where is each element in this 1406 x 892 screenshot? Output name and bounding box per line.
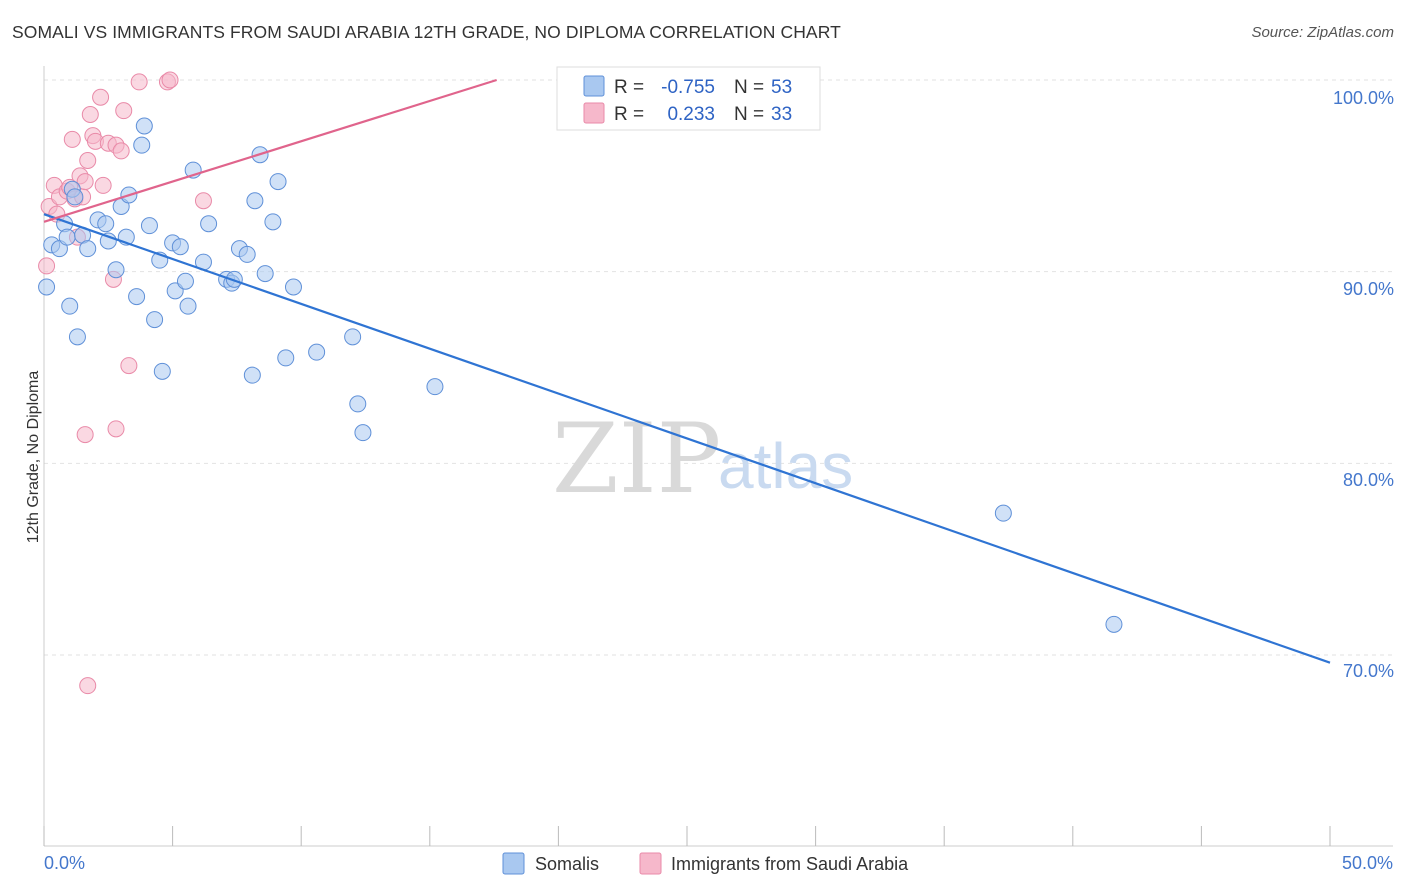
stats-r-label-saudi: R =	[614, 104, 644, 125]
stats-swatch-somalis	[583, 75, 605, 97]
somali-point	[128, 288, 146, 306]
stats-n-label-somalis: N =	[734, 77, 764, 98]
somali-point	[140, 217, 158, 235]
somali-point	[61, 297, 79, 315]
legend-swatch-somalis	[502, 852, 525, 875]
points-layer	[38, 71, 1123, 695]
saudi-point	[115, 102, 133, 120]
somali-point	[225, 270, 243, 288]
somali-point	[179, 297, 197, 315]
saudi-point	[107, 420, 125, 438]
saudi-point	[79, 152, 97, 169]
axis-layer	[43, 66, 1393, 847]
somali-point	[171, 238, 189, 256]
stats-n-label-saudi: N =	[734, 104, 764, 125]
legend-label-somalis: Somalis	[535, 854, 599, 874]
stats-swatch-saudi	[583, 102, 605, 124]
stats-legend: R = -0.755 N = 53 R = 0.233 N = 33	[556, 66, 821, 131]
somali-point	[354, 424, 372, 442]
trend-line-somalis	[43, 213, 1331, 664]
saudi-point	[63, 130, 81, 148]
somali-point	[246, 192, 264, 210]
chart-title: SOMALI VS IMMIGRANTS FROM SAUDI ARABIA 1…	[12, 22, 841, 42]
saudi-point	[112, 142, 130, 160]
saudi-point	[38, 257, 56, 275]
somali-point	[153, 362, 171, 380]
stats-r-value-saudi: 0.233	[667, 104, 715, 125]
somali-point	[243, 366, 261, 384]
y-tick-label-100: 100.0%	[1333, 88, 1394, 108]
somali-point	[146, 311, 164, 329]
stats-n-value-saudi: 33	[771, 104, 792, 125]
somali-point	[284, 278, 302, 296]
y-tick-label-90: 90.0%	[1343, 279, 1394, 299]
stats-r-value-somalis: -0.755	[661, 77, 715, 98]
somali-point	[269, 173, 287, 191]
somali-point	[264, 213, 282, 231]
somali-point	[200, 215, 218, 233]
saudi-point	[76, 426, 94, 444]
saudi-point	[194, 192, 212, 210]
somali-point	[133, 136, 151, 154]
y-tick-label-80: 80.0%	[1343, 470, 1394, 490]
saudi-point	[120, 357, 138, 375]
legend-label-saudi: Immigrants from Saudi Arabia	[671, 854, 909, 874]
x-tick-label-max: 50.0%	[1342, 853, 1393, 873]
x-tick-label-min: 0.0%	[44, 853, 85, 873]
somali-point	[344, 328, 362, 346]
y-tick-label-70: 70.0%	[1343, 661, 1394, 681]
saudi-point	[161, 71, 179, 89]
watermark-atlas: atlas	[718, 430, 853, 502]
somali-point	[349, 395, 367, 413]
stats-r-label-somalis: R =	[614, 77, 644, 98]
somali-point	[277, 349, 295, 367]
somali-point	[107, 261, 125, 279]
somali-point	[308, 343, 326, 361]
somali-point	[1105, 615, 1123, 633]
stats-n-value-somalis: 53	[771, 77, 792, 98]
somali-point	[994, 504, 1012, 522]
watermark: ZIP atlas	[552, 403, 853, 515]
saudi-point	[94, 176, 112, 194]
saudi-point	[76, 173, 94, 191]
somali-point	[135, 117, 153, 135]
somali-point	[256, 265, 274, 283]
trend-line-saudi	[43, 78, 498, 223]
somali-point	[238, 245, 256, 263]
somali-point	[176, 272, 194, 290]
somali-point	[58, 228, 76, 246]
legend-swatch-saudi	[639, 852, 662, 875]
somali-point	[38, 278, 56, 296]
somali-point	[79, 240, 97, 258]
source-credit: Source: ZipAtlas.com	[1251, 24, 1394, 41]
series-legend: Somalis Immigrants from Saudi Arabia	[502, 852, 909, 875]
somali-point	[66, 188, 84, 206]
somali-point	[68, 328, 86, 346]
grid-layer	[44, 79, 1393, 656]
y-axis-label: 12th Grade, No Diploma	[25, 371, 42, 544]
somali-point	[97, 215, 115, 233]
saudi-point	[79, 677, 97, 695]
saudi-point	[92, 88, 110, 106]
saudi-point	[130, 73, 148, 91]
somali-point	[426, 378, 444, 396]
trend-layer	[43, 78, 1331, 664]
saudi-point	[81, 106, 99, 123]
